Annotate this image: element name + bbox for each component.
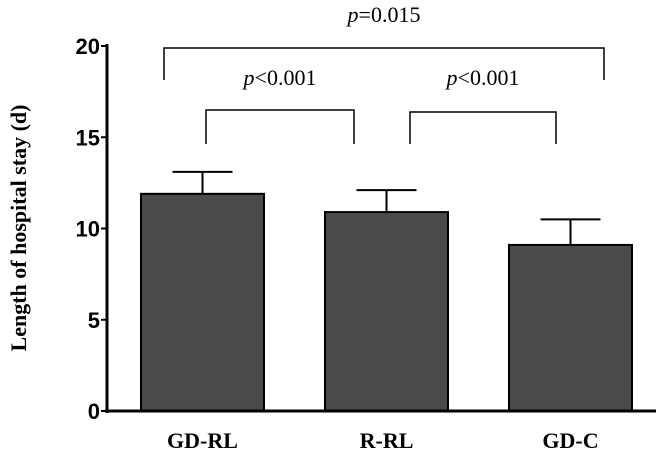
- y-axis-label: Length of hospital stay (d): [6, 105, 31, 352]
- category-label: GD-RL: [167, 428, 238, 453]
- p-value-label: p<0.001: [242, 65, 317, 90]
- p-symbol: p: [445, 65, 458, 90]
- bar-gd-c: [508, 243, 633, 412]
- p-value: =0.015: [359, 2, 421, 27]
- significance-bracket: [409, 111, 557, 144]
- y-tick-label: 10: [76, 217, 100, 242]
- y-tick-label: 20: [76, 34, 100, 59]
- bar-gd-rl: [140, 192, 265, 412]
- significance-bracket: [205, 109, 355, 144]
- category-label: R-RL: [360, 428, 414, 453]
- y-tick-label: 5: [88, 308, 100, 333]
- y-tick-label: 15: [76, 125, 100, 150]
- p-value-label: p<0.001: [445, 65, 520, 90]
- p-symbol: p: [346, 2, 359, 27]
- p-value: <0.001: [255, 65, 317, 90]
- y-tick-label: 0: [88, 399, 100, 424]
- p-value: <0.001: [458, 65, 520, 90]
- significance-bracket: [163, 47, 605, 80]
- bar-r-rl: [324, 211, 449, 412]
- category-label: GD-C: [542, 428, 598, 453]
- p-value-label: p=0.015: [346, 2, 421, 27]
- p-symbol: p: [242, 65, 255, 90]
